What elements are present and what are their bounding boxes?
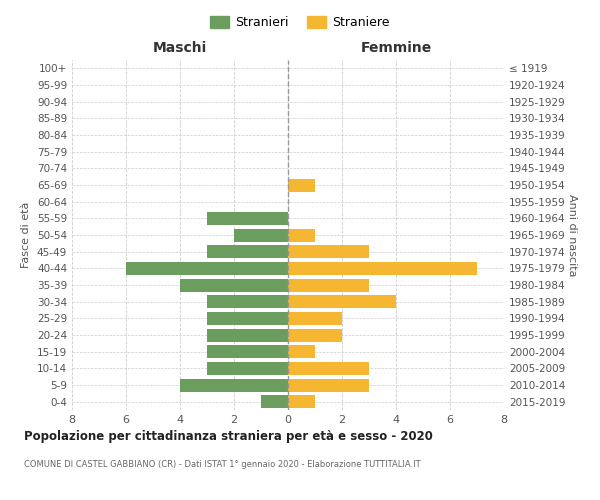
Text: Popolazione per cittadinanza straniera per età e sesso - 2020: Popolazione per cittadinanza straniera p… — [24, 430, 433, 443]
Bar — [207, 345, 288, 358]
Bar — [288, 295, 396, 308]
Bar — [288, 395, 315, 408]
Bar — [288, 312, 342, 325]
Bar — [234, 228, 288, 241]
Bar — [261, 395, 288, 408]
Bar — [180, 278, 288, 291]
Bar — [288, 262, 477, 275]
Bar — [288, 278, 369, 291]
Y-axis label: Anni di nascita: Anni di nascita — [567, 194, 577, 276]
Bar — [288, 328, 342, 342]
Bar — [207, 328, 288, 342]
Bar — [288, 378, 369, 392]
Bar — [288, 345, 315, 358]
Bar — [207, 312, 288, 325]
Text: Femmine: Femmine — [361, 41, 431, 55]
Text: Maschi: Maschi — [153, 41, 207, 55]
Bar — [288, 362, 369, 375]
Bar — [126, 262, 288, 275]
Y-axis label: Fasce di età: Fasce di età — [22, 202, 31, 268]
Bar — [180, 378, 288, 392]
Bar — [288, 178, 315, 192]
Legend: Stranieri, Straniere: Stranieri, Straniere — [205, 11, 395, 34]
Bar — [207, 295, 288, 308]
Bar — [207, 212, 288, 225]
Bar — [207, 245, 288, 258]
Bar — [288, 245, 369, 258]
Bar — [288, 228, 315, 241]
Text: COMUNE DI CASTEL GABBIANO (CR) - Dati ISTAT 1° gennaio 2020 - Elaborazione TUTTI: COMUNE DI CASTEL GABBIANO (CR) - Dati IS… — [24, 460, 421, 469]
Bar — [207, 362, 288, 375]
